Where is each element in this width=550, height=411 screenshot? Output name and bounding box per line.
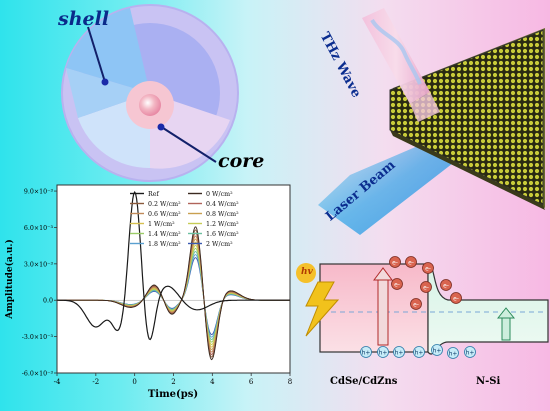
chart-legend-item: 1.8 W/cm² bbox=[130, 241, 181, 248]
chart-legend-label: 1.2 W/cm² bbox=[206, 221, 239, 228]
hole-marker: h+ bbox=[393, 346, 405, 358]
chart-legend-item: 1.4 W/cm² bbox=[130, 231, 181, 238]
chart-legend-item: 0 W/cm² bbox=[188, 191, 233, 198]
hole-marker: h+ bbox=[431, 344, 443, 356]
chart-y-axis-label: Amplitude(a.u.) bbox=[4, 239, 15, 320]
electron-symbol: e- bbox=[413, 302, 419, 309]
chart-legend-label: Ref bbox=[148, 191, 159, 198]
hole-symbol: h+ bbox=[466, 350, 475, 357]
shell-label: shell bbox=[58, 8, 110, 30]
chart-legend-item: 1 W/cm² bbox=[130, 221, 175, 228]
electron-symbol: e- bbox=[394, 282, 400, 289]
electron-marker: e- bbox=[405, 256, 417, 268]
hole-symbol: h+ bbox=[415, 350, 424, 357]
chart-x-tick-label: 2 bbox=[171, 378, 175, 386]
chart-legend-item: 1.6 W/cm² bbox=[188, 231, 239, 238]
cdse-cdzns-label: CdSe/CdZns bbox=[330, 376, 398, 387]
hole-symbol: h+ bbox=[379, 350, 388, 357]
electron-symbol: e- bbox=[425, 266, 431, 273]
chart-y-tick-label: -3.0×10⁻³ bbox=[22, 334, 54, 341]
n-si-label: N-Si bbox=[476, 376, 501, 387]
electron-marker: e- bbox=[420, 281, 432, 293]
hole-marker: h+ bbox=[413, 346, 425, 358]
electron-marker: e- bbox=[422, 262, 434, 274]
chart-y-tick-label: 0.0 bbox=[43, 298, 53, 305]
chart-plot-area bbox=[56, 184, 291, 374]
chart-legend-label: 1.4 W/cm² bbox=[148, 231, 181, 238]
band-diagram bbox=[296, 263, 549, 355]
chart-legend-label: 0.2 W/cm² bbox=[148, 201, 181, 208]
electron-marker: e- bbox=[410, 298, 422, 310]
electron-symbol: e- bbox=[423, 285, 429, 292]
chart-y-tick-label: 9.0×10⁻³ bbox=[24, 189, 54, 196]
chart-legend-label: 0 W/cm² bbox=[206, 191, 233, 198]
hole-marker: h+ bbox=[377, 346, 389, 358]
chart-x-tick-label: 4 bbox=[210, 378, 215, 386]
chart-legend-label: 1.8 W/cm² bbox=[148, 241, 181, 248]
photon-hv-label: hv bbox=[301, 267, 313, 277]
chart-x-axis-label: Time(ps) bbox=[148, 389, 198, 400]
chart-x-tick-label: 0 bbox=[132, 378, 136, 386]
chart-legend-label: 0.8 W/cm² bbox=[206, 211, 239, 218]
chart-legend-item: 0.8 W/cm² bbox=[188, 211, 239, 218]
chart-legend-label: 1.6 W/cm² bbox=[206, 231, 239, 238]
chart-legend-item: 0.4 W/cm² bbox=[188, 201, 239, 208]
chart-legend-label: 1 W/cm² bbox=[148, 221, 175, 228]
core-label: core bbox=[218, 150, 265, 172]
hole-symbol: h+ bbox=[362, 350, 371, 357]
hole-symbol: h+ bbox=[433, 348, 442, 355]
chart-x-tick-label: -4 bbox=[54, 378, 61, 386]
chart-series-line bbox=[57, 190, 290, 341]
chart-legend-label: 0.4 W/cm² bbox=[206, 201, 239, 208]
chart-y-tick-label: -6.0×10⁻³ bbox=[22, 371, 54, 378]
chart-legend-item: 0.6 W/cm² bbox=[130, 211, 181, 218]
chart-legend-label: 0.6 W/cm² bbox=[148, 211, 181, 218]
chart-series-line bbox=[57, 226, 290, 361]
chart-legend-item: 2 W/cm² bbox=[188, 241, 233, 248]
electron-symbol: e- bbox=[392, 260, 398, 267]
hole-marker: h+ bbox=[360, 346, 372, 358]
chart-x-tick-label: -2 bbox=[92, 378, 99, 386]
hole-marker: h+ bbox=[447, 347, 459, 359]
hole-marker: h+ bbox=[464, 346, 476, 358]
chart-y-tick-label: 3.0×10⁻³ bbox=[24, 261, 54, 268]
chart-legend-item: Ref bbox=[130, 191, 159, 198]
thz-wave-beam bbox=[362, 8, 440, 122]
chart-legend-label: 2 W/cm² bbox=[206, 241, 233, 248]
chart-x-tick-label: 6 bbox=[249, 378, 254, 386]
electron-symbol: e- bbox=[408, 260, 414, 267]
electron-symbol: e- bbox=[443, 283, 449, 290]
chart-legend-item: 1.2 W/cm² bbox=[188, 221, 239, 228]
metasurface-board bbox=[389, 28, 545, 210]
core-shell-sphere bbox=[61, 4, 239, 182]
chart-legend-item: 0.2 W/cm² bbox=[130, 201, 181, 208]
electron-symbol: e- bbox=[453, 296, 459, 303]
chart-x-tick-label: 8 bbox=[288, 378, 292, 386]
hole-symbol: h+ bbox=[449, 351, 458, 358]
electron-marker: e- bbox=[389, 256, 401, 268]
laser-beam bbox=[318, 130, 470, 235]
hole-symbol: h+ bbox=[395, 350, 404, 357]
electron-marker: e- bbox=[450, 292, 462, 304]
chart-y-tick-label: 6.0×10⁻³ bbox=[24, 225, 54, 232]
electron-marker: e- bbox=[440, 279, 452, 291]
electron-marker: e- bbox=[391, 278, 403, 290]
